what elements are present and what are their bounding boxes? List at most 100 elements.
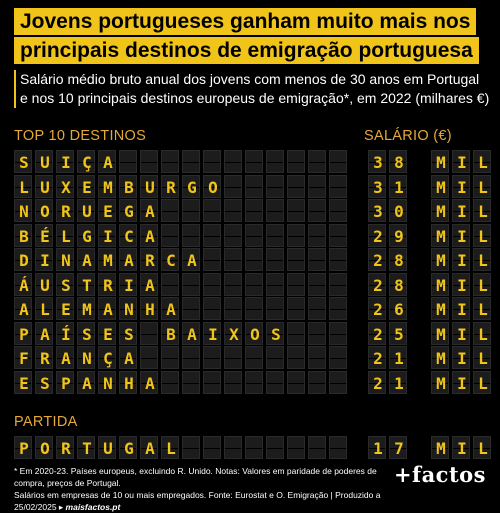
flap-cell <box>329 248 347 271</box>
flap-cell <box>452 199 470 222</box>
flap-cell <box>452 272 470 296</box>
flap-cell <box>224 150 242 173</box>
footer-source-link[interactable]: maisfactos.pt <box>65 502 121 512</box>
flap-cell <box>119 272 137 296</box>
flap-cell <box>389 297 407 320</box>
flap-cell <box>287 248 305 271</box>
flap-cell <box>452 248 470 271</box>
flap-cell <box>287 436 305 459</box>
flap-cell <box>98 199 116 222</box>
flap-cell <box>389 346 407 369</box>
flap-cell <box>140 248 158 271</box>
flap-cell <box>308 174 326 198</box>
flap-cell <box>119 346 137 369</box>
flap-cell <box>389 248 407 271</box>
flap-cell <box>161 370 179 394</box>
flap-cell <box>308 248 326 271</box>
flap-cell <box>287 150 305 173</box>
flap-cell <box>266 174 284 198</box>
flap-cell <box>161 199 179 222</box>
flap-cell <box>266 321 284 345</box>
flap-cell <box>203 223 221 247</box>
flap-cell <box>119 199 137 222</box>
flap-cell <box>203 370 221 394</box>
flap-cell <box>224 174 242 198</box>
flap-cell <box>389 199 407 222</box>
flap-cell <box>389 436 407 459</box>
flap-cell <box>308 199 326 222</box>
flap-cell <box>329 436 347 459</box>
flap-cell <box>329 346 347 369</box>
flap-cell <box>140 297 158 320</box>
flap-cell <box>452 436 470 459</box>
flap-cell <box>203 436 221 459</box>
flap-cell <box>308 346 326 369</box>
flap-cell <box>473 370 491 394</box>
flap-cell <box>161 297 179 320</box>
flap-cell <box>224 248 242 271</box>
flap-cell <box>308 272 326 296</box>
flap-cell <box>329 174 347 198</box>
flap-cell <box>119 370 137 394</box>
flap-cell <box>224 272 242 296</box>
footer-note: * Em 2020-23. Países europeus, excluindo… <box>14 466 377 488</box>
flap-cell <box>245 199 263 222</box>
flap-cell <box>182 272 200 296</box>
flap-cell <box>119 174 137 198</box>
flap-cell <box>389 272 407 296</box>
flap-cell <box>266 248 284 271</box>
flap-cell <box>452 321 470 345</box>
flap-cell <box>161 272 179 296</box>
flap-cell <box>77 346 95 369</box>
flap-cell <box>119 436 137 459</box>
flap-cell <box>56 346 74 369</box>
flap-cell <box>473 150 491 173</box>
flap-cell <box>287 370 305 394</box>
flap-cell <box>98 150 116 173</box>
flap-cell <box>35 223 53 247</box>
footer: * Em 2020-23. Países europeus, excluindo… <box>14 465 394 513</box>
flap-cell <box>161 248 179 271</box>
flap-cell <box>452 370 470 394</box>
flap-cell <box>161 436 179 459</box>
flap-cell <box>245 436 263 459</box>
flap-cell <box>287 199 305 222</box>
flap-cell <box>161 321 179 345</box>
flap-cell <box>473 223 491 247</box>
flap-cell <box>56 150 74 173</box>
flap-cell <box>56 272 74 296</box>
flap-cell <box>224 297 242 320</box>
flap-cell <box>182 223 200 247</box>
flap-cell <box>452 150 470 173</box>
flap-cell <box>56 174 74 198</box>
flap-cell <box>329 199 347 222</box>
flap-cell <box>452 346 470 369</box>
flap-cell <box>266 297 284 320</box>
flap-cell <box>77 370 95 394</box>
flap-cell <box>182 346 200 369</box>
flap-cell <box>224 321 242 345</box>
flap-cell <box>473 199 491 222</box>
flap-cell <box>203 272 221 296</box>
flap-cell <box>140 272 158 296</box>
flap-cell <box>35 150 53 173</box>
